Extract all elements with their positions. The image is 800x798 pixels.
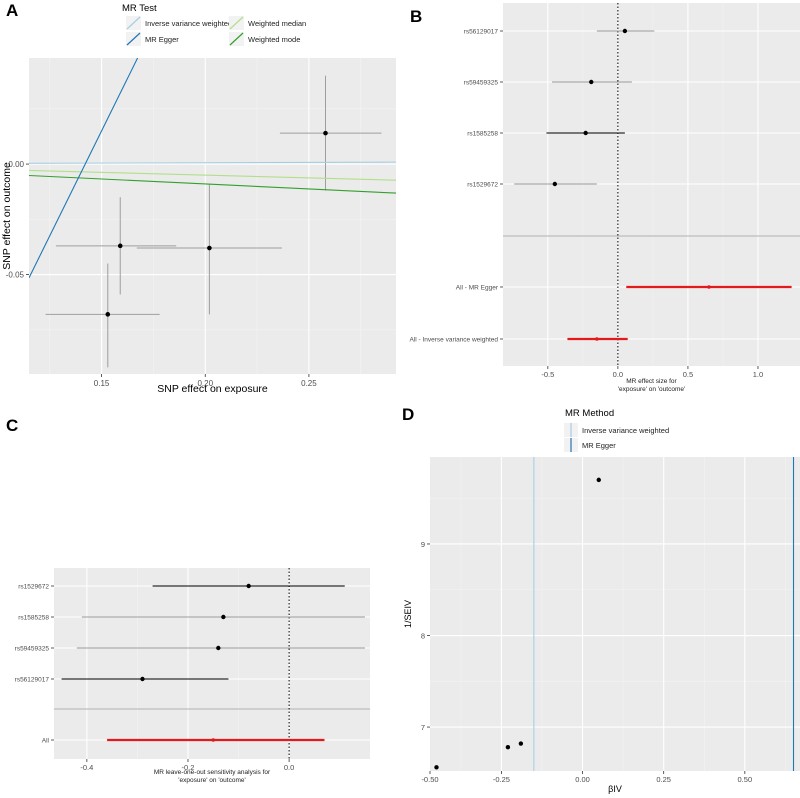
panel-a-legend-key-line-3 xyxy=(229,32,244,46)
panel-c-xlabel-line2: 'exposure' on 'outcome' xyxy=(178,777,245,784)
panel-a-legend-title: MR Test xyxy=(122,3,157,14)
panel-a-legend-label-1: MR Egger xyxy=(145,35,179,44)
panel-a-xtick-label: 0.15 xyxy=(94,379,110,388)
panel-d-point-0 xyxy=(596,477,601,483)
panel-d-legend-label-0: Inverse variance weighted xyxy=(582,426,669,435)
panel-a-point-2 xyxy=(207,245,212,251)
panel-a-xtick-label: 0.25 xyxy=(301,379,317,388)
panel-a-point-3 xyxy=(105,312,111,317)
panel-b-point-4 xyxy=(707,285,711,289)
panel-a-xlabel: SNP effect on exposure xyxy=(157,383,268,395)
panel-d-point-2 xyxy=(505,744,511,750)
panel-b-xtick-label: 1.0 xyxy=(753,370,763,379)
panel-b-row-label-4: All - MR Egger xyxy=(456,285,499,292)
panel-c-row-label-4: All xyxy=(42,738,50,745)
panel-d-legend-title: MR Method xyxy=(565,408,614,419)
panel-d-point-3 xyxy=(434,765,439,770)
panel-b-row-label-1: rs59459325 xyxy=(464,80,499,87)
panel-a-line-wmedian xyxy=(29,169,396,181)
panel-letter-b: B xyxy=(410,7,422,26)
panel-b-xtick-label: 0.0 xyxy=(613,370,623,379)
panel-d-xtick-label: -0.25 xyxy=(493,775,510,784)
panel-b-row-label-0: rs56129017 xyxy=(464,29,499,36)
panel-c-point-3 xyxy=(140,676,145,682)
panel-b-point-1 xyxy=(589,79,594,85)
panel-c-point-4 xyxy=(211,738,216,742)
panel-c-point-0 xyxy=(246,583,251,589)
panel-letter-d: D xyxy=(402,405,414,424)
panel-a-ytick-label: -0.05 xyxy=(6,271,25,280)
panel-a-legend-key-line-2 xyxy=(229,16,244,30)
panel-c-row-label-2: rs59459325 xyxy=(15,646,50,653)
panel-b-xtick-label: -0.5 xyxy=(541,370,554,379)
panel-d-legend-label-1: MR Egger xyxy=(582,441,616,450)
panel-d-ytick-label: 8 xyxy=(421,632,425,641)
panel-a-line-egger xyxy=(29,58,139,279)
panel-d-ytick-label: 9 xyxy=(421,540,425,549)
panel-c-xtick-label: -0.2 xyxy=(182,763,195,772)
panel-a-point-1 xyxy=(117,243,123,249)
panel-d-xtick-label: 0.25 xyxy=(656,775,671,784)
panel-a-background xyxy=(29,58,396,374)
panel-b-point-5 xyxy=(595,337,599,341)
panel-d-xtick-label: 0.50 xyxy=(738,775,753,784)
panel-d-xlabel: βIV xyxy=(608,784,622,794)
panel-b-xtick-label: 0.5 xyxy=(683,370,693,379)
panel-a-point-0 xyxy=(323,130,328,136)
panel-b-row-label-2: rs1585258 xyxy=(467,131,498,138)
panel-c-xtick-label: -0.4 xyxy=(80,763,93,772)
panel-c-point-1 xyxy=(221,614,226,620)
panel-a-line-wmode xyxy=(29,174,396,194)
panel-a-xtick-label: 0.20 xyxy=(197,379,213,388)
panel-c-point-2 xyxy=(216,645,221,651)
panel-c-row-label-0: rs1529672 xyxy=(18,584,49,591)
panel-a-ylabel: SNP effect on outcome xyxy=(1,162,13,270)
panel-b-point-0 xyxy=(622,28,628,34)
panel-letter-a: A xyxy=(6,1,18,20)
panel-d-ytick-label: 7 xyxy=(421,723,425,732)
panel-a-legend-label-3: Weighted mode xyxy=(248,35,300,44)
panel-a-legend-key-line-0 xyxy=(126,16,141,30)
panel-a-legend-label-0: Inverse variance weighted xyxy=(145,19,232,28)
panel-c-row-label-1: rs1585258 xyxy=(18,615,49,622)
panel-b-row-label-3: rs1529672 xyxy=(467,182,498,189)
panel-letter-c: C xyxy=(6,416,18,435)
panel-d-point-1 xyxy=(518,741,524,746)
panel-b-point-2 xyxy=(583,130,588,136)
panel-a-legend-label-2: Weighted median xyxy=(248,19,306,28)
panel-d-ylabel: 1/SEIV xyxy=(403,600,413,628)
panel-b-xlabel-line2: 'exposure' on 'outcome' xyxy=(618,386,685,393)
panel-c-xtick-label: 0.0 xyxy=(284,763,294,772)
panel-a-line-ivw xyxy=(29,161,396,164)
panel-d-background xyxy=(430,457,800,771)
panel-c-background xyxy=(54,568,370,759)
panel-b-row-label-5: All - Inverse variance weighted xyxy=(409,337,498,344)
panel-c-row-label-3: rs56129017 xyxy=(15,677,50,684)
panel-d-xtick-label: -0.50 xyxy=(421,775,438,784)
panel-b-xlabel-line1: MR effect size for xyxy=(626,378,677,385)
panel-c-xlabel-line1: MR leave-one-out sensitivity analysis fo… xyxy=(154,769,271,776)
panel-b-point-3 xyxy=(552,181,558,187)
panel-a-ytick-label: 0.00 xyxy=(8,160,24,169)
panel-d-xtick-label: 0.00 xyxy=(575,775,590,784)
panel-a-legend-key-line-1 xyxy=(126,32,141,46)
